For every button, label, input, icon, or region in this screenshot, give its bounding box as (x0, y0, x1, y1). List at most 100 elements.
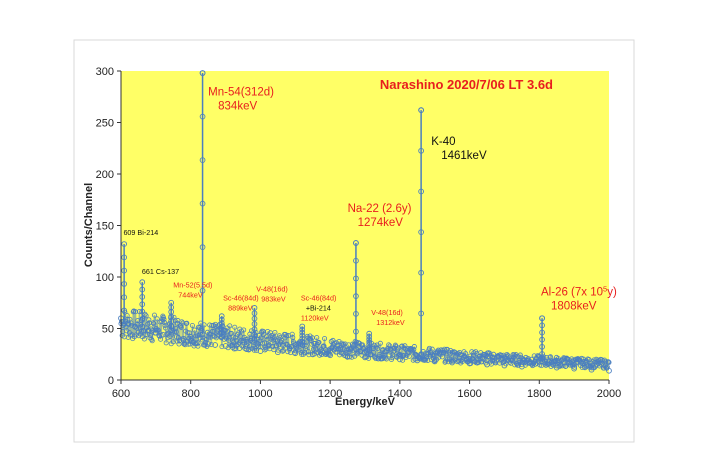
peak-point (121, 281, 127, 287)
data-point (257, 348, 264, 355)
data-point (212, 342, 218, 348)
peak-point (139, 323, 146, 330)
peak-label: Sc-46(84d) (301, 294, 337, 303)
data-point (571, 365, 577, 372)
peak-point (139, 286, 146, 293)
peak-point (353, 311, 359, 317)
peak-point (121, 267, 127, 274)
data-point (146, 327, 152, 334)
peak-point (199, 157, 206, 163)
peak-point (139, 308, 146, 315)
peak-point (199, 287, 206, 294)
peak-point (199, 113, 206, 120)
peak-point (353, 346, 359, 353)
peak-point (539, 315, 545, 322)
peak-point (353, 293, 359, 300)
peak-label-text: Mn-52(5.5d) (173, 280, 212, 289)
data-point (484, 361, 490, 368)
peak-label: Na-22 (2.6y) (348, 203, 412, 215)
y-tick-label: 300 (96, 66, 114, 78)
peak-point (539, 351, 545, 357)
peak-point (299, 338, 306, 345)
peak-label-text: K-40 (431, 136, 455, 148)
peak-point (418, 188, 424, 195)
peak-point (121, 320, 127, 327)
peak-point (299, 326, 306, 333)
peak-label-text: V-48(16d) (371, 308, 403, 317)
peak-energy-label: 983keV (261, 294, 286, 303)
data-point (606, 359, 612, 365)
data-point (173, 333, 180, 340)
data-point (606, 367, 612, 374)
peak-point (139, 316, 146, 322)
x-axis-title: Energy/keV (335, 396, 396, 408)
peak-point (539, 336, 545, 343)
peak-label-superscript: 5 (603, 285, 607, 294)
spectrum-line (120, 308, 610, 370)
peak-label-text: 661 Cs-137 (142, 267, 179, 276)
peak-point (251, 337, 258, 343)
peak-point (199, 244, 206, 251)
peak-point (366, 330, 373, 337)
peak-point (299, 335, 306, 342)
peak-energy-label: 1274keV (358, 217, 404, 229)
peak-energy-label: 1120keV (301, 314, 329, 323)
data-point (466, 360, 473, 367)
data-point (519, 363, 525, 370)
peak-point (366, 336, 373, 343)
x-tick-label: 1200 (318, 388, 342, 400)
peak-point (418, 269, 424, 276)
peak-point (251, 305, 258, 311)
peak-point (199, 331, 206, 338)
peak-point (418, 310, 424, 317)
data-point (414, 357, 421, 364)
peak-energy-label: 744keV (178, 290, 203, 299)
data-point (236, 345, 243, 351)
peak-point (121, 307, 127, 314)
peak-label-text: Al-26 (7x 10 (541, 287, 603, 299)
data-point (449, 359, 455, 366)
data-point (379, 355, 386, 362)
data-point (501, 362, 508, 369)
data-point (553, 364, 560, 371)
data-point (125, 320, 131, 327)
y-tick-label: 250 (96, 118, 114, 130)
x-tick-label: 1400 (388, 388, 412, 400)
data-point (309, 351, 316, 358)
peak-point (299, 332, 306, 339)
x-tick-label: 800 (182, 388, 200, 400)
peak-point (366, 341, 373, 348)
peak-label: 609 Bi-214 (123, 228, 158, 237)
data-point (194, 340, 201, 346)
peak-point (251, 331, 258, 338)
data-point (362, 354, 368, 361)
peak-point (366, 333, 373, 340)
peak-label-text: V-48(16d) (256, 284, 288, 293)
data-points (118, 70, 612, 374)
peak-point (539, 329, 545, 336)
peak-point (251, 321, 258, 327)
peak-point (353, 328, 359, 335)
y-tick-label: 100 (96, 272, 114, 284)
data-point (229, 344, 236, 350)
peak-point (418, 107, 424, 113)
peak-label-text: Sc-46(84d) (223, 294, 259, 303)
peak-point (199, 70, 206, 76)
peak-label: Mn-52(5.5d) (173, 280, 212, 289)
peak-point (218, 316, 225, 323)
data-point (344, 353, 351, 360)
data-point (292, 350, 299, 357)
peak-point (251, 310, 258, 317)
peak-label-text: Sc-46(84d) (301, 294, 337, 303)
peak-point (121, 241, 127, 247)
peak-point (218, 323, 225, 330)
peak-point (121, 254, 127, 261)
peak-label: Al-26 (7x 105y) (541, 285, 617, 299)
peak-energy-label: 834keV (218, 101, 257, 113)
x-axis-ticks: 600 800 1000 1200 1400 1600 1800 2000 (112, 380, 621, 400)
y-axis-title: Counts/Channel (83, 183, 95, 267)
data-point (588, 366, 595, 373)
data-point (275, 349, 281, 356)
x-tick-label: 1000 (248, 388, 272, 400)
